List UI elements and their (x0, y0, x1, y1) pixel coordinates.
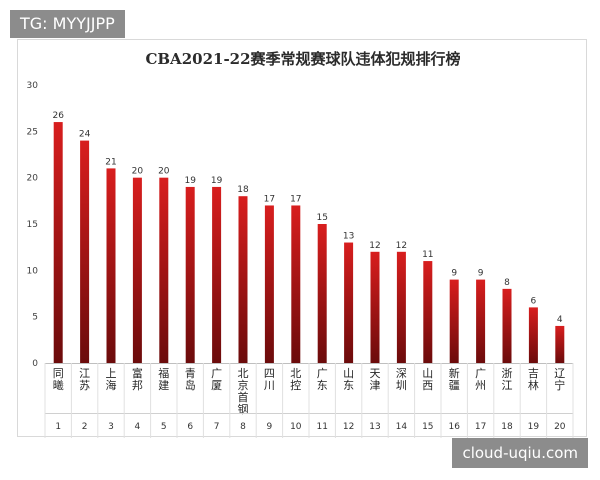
bar-value-label: 11 (422, 250, 433, 260)
bar (212, 186, 222, 363)
rank-label: 12 (343, 422, 354, 432)
x-tick-label: 山东 (343, 367, 354, 392)
x-tick-label: 吉林 (528, 367, 539, 392)
y-tick-label: 20 (27, 174, 39, 184)
rank-label: 3 (108, 422, 114, 432)
chart-title: CBA2021-22赛季常规赛球队违体犯规排行榜 (145, 50, 460, 68)
rank-label: 5 (161, 422, 167, 432)
watermark-bottom-right: cloud-uqiu.com (452, 438, 588, 468)
x-tick-label: 广州 (475, 367, 486, 392)
bar-value-label: 17 (290, 194, 301, 204)
x-tick-label: 广厦 (211, 367, 222, 392)
x-tick-label: 山西 (422, 367, 433, 392)
x-axis: 同曦 1 江苏 2 上海 3 富邦 4 福建 5 青岛 6 广厦 7 北京首钢 8 四川 9 北控 10 广东 11 山东 1… (44, 363, 574, 438)
rank-label: 9 (267, 422, 273, 432)
rank-label: 13 (369, 422, 380, 432)
rank-label: 2 (82, 422, 88, 432)
watermark-top-left: TG: MYYJJPP (10, 10, 125, 38)
bar (502, 288, 512, 363)
bar-value-label: 17 (264, 194, 275, 204)
bar-value-label: 4 (557, 315, 563, 325)
rank-label: 14 (396, 422, 408, 432)
bar-value-label: 13 (343, 232, 354, 242)
bar (370, 251, 380, 363)
rank-label: 6 (187, 422, 193, 432)
bar-value-label: 20 (132, 167, 144, 177)
rank-label: 8 (240, 422, 246, 432)
bar-value-label: 15 (316, 213, 327, 223)
rank-label: 20 (554, 422, 566, 432)
bar (238, 196, 248, 363)
x-tick-label: 福建 (158, 366, 169, 392)
rank-label: 4 (135, 422, 141, 432)
bar-value-label: 12 (369, 241, 380, 251)
x-tick-label: 广东 (317, 367, 328, 392)
bar (132, 177, 142, 363)
x-tick-label: 四川 (264, 367, 275, 392)
bar-value-label: 18 (237, 185, 249, 195)
bar-value-label: 24 (79, 130, 91, 140)
y-tick-label: 0 (32, 359, 38, 369)
bar-value-label: 9 (451, 269, 457, 279)
bar (396, 251, 406, 363)
bar-value-label: 8 (504, 278, 510, 288)
rank-label: 19 (528, 422, 540, 432)
bar (344, 242, 354, 363)
bar-value-label: 6 (531, 296, 537, 306)
x-tick-label: 深圳 (396, 367, 407, 392)
y-tick-label: 5 (32, 313, 38, 323)
y-axis: 0 5 10 15 20 25 30 (27, 81, 39, 369)
bar (555, 325, 565, 363)
x-tick-label: 青岛 (185, 367, 196, 392)
x-tick-label: 天津 (370, 367, 381, 392)
rank-label: 15 (422, 422, 433, 432)
bar-value-label: 19 (184, 176, 196, 186)
y-tick-label: 10 (27, 266, 39, 276)
bar (53, 122, 63, 363)
x-tick-label: 北京首钢 (238, 367, 249, 416)
x-tick-label: 北控 (290, 367, 301, 392)
bar (423, 261, 433, 363)
bar (528, 307, 538, 363)
bar-value-label: 19 (211, 176, 223, 186)
bar-value-label: 21 (105, 157, 116, 167)
bar (185, 186, 195, 363)
rank-label: 10 (290, 422, 302, 432)
bar (264, 205, 274, 363)
bars-group: 26 24 21 20 20 19 19 18 17 17 15 13 12 12 11 9 9 8 6 4 (52, 111, 565, 363)
bar-value-label: 20 (158, 167, 170, 177)
rank-label: 7 (214, 422, 220, 432)
rank-label: 17 (475, 422, 486, 432)
rank-label: 1 (55, 422, 61, 432)
y-tick-label: 25 (27, 127, 38, 137)
rank-label: 18 (501, 422, 513, 432)
bar (80, 140, 90, 363)
x-tick-label: 富邦 (132, 366, 143, 392)
bar (159, 177, 169, 363)
x-tick-label: 江苏 (79, 367, 90, 392)
y-tick-label: 15 (27, 220, 38, 230)
bar-value-label: 26 (52, 111, 64, 121)
x-tick-label: 浙江 (502, 367, 513, 392)
x-tick-label: 辽宁 (554, 367, 565, 392)
rank-label: 16 (448, 422, 460, 432)
y-tick-label: 30 (27, 81, 39, 91)
x-tick-label: 上海 (106, 367, 117, 392)
bar (106, 168, 116, 363)
x-tick-label: 同曦 (53, 367, 64, 392)
rank-label: 11 (316, 422, 327, 432)
bar (476, 279, 486, 363)
x-tick-label: 新疆 (449, 366, 460, 392)
chart-frame: CBA2021-22赛季常规赛球队违体犯规排行榜 0 5 10 15 20 25 30 26… (17, 39, 587, 438)
bar (449, 279, 459, 363)
bar-value-label: 12 (396, 241, 407, 251)
bar (291, 205, 301, 363)
bar (317, 224, 327, 363)
bar-value-label: 9 (478, 269, 484, 279)
